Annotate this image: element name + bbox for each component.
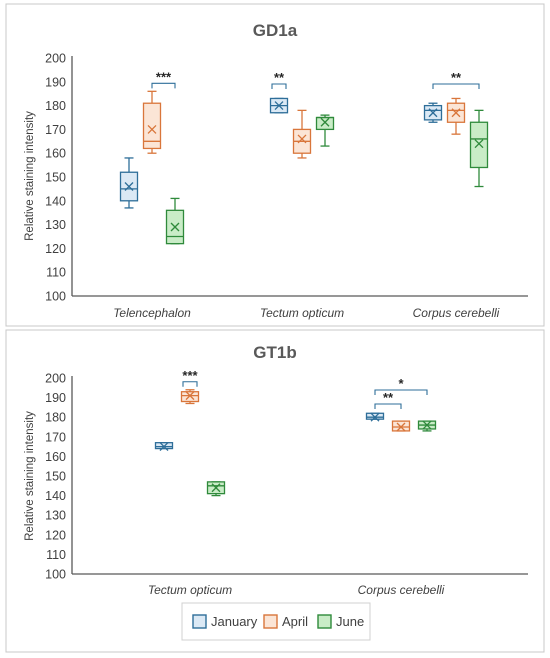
box-gd1a-tectum-opticum-june bbox=[315, 114, 335, 147]
mean-marker-b bbox=[159, 442, 169, 452]
iqr-box bbox=[365, 412, 385, 420]
mean-marker-b bbox=[422, 420, 432, 430]
box-gt1b-tectum-opticum-april bbox=[180, 389, 200, 405]
y-tick-label-gt1b-200: 200 bbox=[45, 372, 66, 386]
y-axis-label-gd1a: Relative staining intensity bbox=[24, 111, 36, 241]
mean-marker-b bbox=[297, 134, 307, 144]
significance-bracket-gt1b-1 bbox=[374, 403, 402, 409]
y-tick-label-gt1b-140: 140 bbox=[45, 489, 66, 503]
y-tick-label-gt1b-100: 100 bbox=[45, 568, 66, 582]
mean-marker-b bbox=[185, 391, 195, 401]
panel-gt1b: GT1b Relative staining intensity 100 110 1… bbox=[5, 329, 545, 653]
y-tick-label-gd1a-150: 150 bbox=[45, 171, 66, 185]
iqr-box bbox=[391, 420, 411, 432]
category-label-gd1a-corpus-cerebelli: Corpus cerebelli bbox=[413, 306, 500, 320]
legend-swatch-january bbox=[192, 614, 207, 629]
significance-label-gd1a-0: *** bbox=[156, 69, 172, 84]
y-tick-label-gt1b-160: 160 bbox=[45, 450, 66, 464]
y-tick-label-gd1a-110: 110 bbox=[46, 266, 66, 280]
y-tick-label-gd1a-160: 160 bbox=[45, 147, 66, 161]
y-tick-label-gd1a-120: 120 bbox=[45, 242, 66, 256]
box-gt1b-corpus-cerebelli-january bbox=[365, 412, 385, 422]
y-tick-label-gt1b-170: 170 bbox=[45, 430, 66, 444]
box-gt1b-corpus-cerebelli-april bbox=[391, 420, 411, 432]
mean-marker-b bbox=[370, 412, 380, 422]
legend: January April June bbox=[181, 602, 371, 641]
y-tick-label-gd1a-130: 130 bbox=[45, 218, 66, 232]
mean-marker-b bbox=[211, 483, 221, 493]
mean-marker-b bbox=[320, 117, 330, 127]
box-gd1a-corpus-cerebelli-june bbox=[469, 109, 489, 188]
y-tick-label-gd1a-200: 200 bbox=[45, 52, 66, 66]
significance-bracket-gd1a-2 bbox=[432, 83, 480, 89]
legend-label-june: June bbox=[336, 614, 364, 629]
legend-item-june: June bbox=[317, 614, 364, 629]
iqr-box bbox=[142, 102, 162, 150]
panel-gd1a-border bbox=[5, 3, 545, 327]
box-gt1b-tectum-opticum-june bbox=[206, 481, 226, 497]
significance-label-gt1b-0: *** bbox=[182, 368, 198, 383]
y-tick-label-gd1a-100: 100 bbox=[45, 290, 66, 304]
y-tick-label-gt1b-110: 110 bbox=[46, 548, 66, 562]
y-tick-label-gd1a-140: 140 bbox=[45, 194, 66, 208]
box-gt1b-tectum-opticum-january bbox=[154, 442, 174, 452]
category-label-gt1b-corpus-cerebelli: Corpus cerebelli bbox=[358, 583, 445, 597]
significance-bracket-gd1a-1 bbox=[271, 83, 287, 89]
significance-label-gt1b-2: * bbox=[398, 376, 404, 391]
mean-marker-b bbox=[124, 182, 134, 191]
mean-marker-b bbox=[274, 101, 284, 111]
iqr-box bbox=[180, 391, 200, 403]
category-label-gd1a-tectum-opticum: Tectum opticum bbox=[260, 306, 344, 320]
legend-item-april: April bbox=[263, 614, 308, 629]
legend-label-january: January bbox=[211, 614, 258, 629]
y-tick-label-gt1b-190: 190 bbox=[45, 391, 66, 405]
mean-marker-b bbox=[428, 108, 438, 118]
iqr-box bbox=[469, 121, 489, 169]
box-gd1a-corpus-cerebelli-april bbox=[446, 97, 466, 135]
legend-label-april: April bbox=[282, 614, 308, 629]
significance-label-gd1a-2: ** bbox=[451, 70, 462, 85]
y-tick-label-gd1a-190: 190 bbox=[45, 75, 66, 89]
mean-marker-b bbox=[474, 139, 484, 149]
legend-swatch-april bbox=[263, 614, 278, 629]
significance-label-gt1b-1: ** bbox=[383, 390, 394, 405]
y-tick-label-gt1b-180: 180 bbox=[45, 411, 66, 425]
box-gd1a-telencephalon-june bbox=[165, 197, 185, 245]
legend-item-january: January bbox=[192, 614, 258, 629]
y-tick-label-gd1a-170: 170 bbox=[45, 123, 66, 137]
y-axis-label-gt1b: Relative staining intensity bbox=[24, 411, 36, 541]
chart-title-gd1a: GD1a bbox=[253, 21, 298, 40]
y-tick-label-gt1b-130: 130 bbox=[45, 509, 66, 523]
significance-label-gd1a-1: ** bbox=[274, 70, 285, 85]
panel-gd1a: GD1a Relative staining intensity 100 110 1… bbox=[5, 3, 545, 327]
mean-marker-b bbox=[451, 108, 461, 118]
box-gd1a-corpus-cerebelli-january bbox=[423, 102, 443, 123]
significance-bracket-gt1b-0 bbox=[182, 381, 198, 387]
legend-swatch-june bbox=[317, 614, 332, 629]
y-tick-label-gd1a-180: 180 bbox=[45, 99, 66, 113]
significance-bracket-gt1b-2 bbox=[374, 389, 428, 395]
box-gd1a-telencephalon-january bbox=[119, 157, 139, 209]
box-gd1a-tectum-opticum-january bbox=[269, 97, 289, 114]
box-gd1a-tectum-opticum-april bbox=[292, 109, 312, 159]
box-gd1a-telencephalon-april bbox=[142, 90, 162, 154]
panel-gt1b-border bbox=[5, 329, 545, 653]
y-tick-label-gt1b-150: 150 bbox=[45, 470, 66, 484]
chart-title-gt1b: GT1b bbox=[253, 343, 296, 362]
box-gt1b-corpus-cerebelli-june bbox=[417, 420, 437, 432]
mean-marker-b bbox=[170, 222, 180, 232]
category-label-gd1a-telencephalon: Telencephalon bbox=[113, 306, 191, 320]
category-label-gt1b-tectum-opticum: Tectum opticum bbox=[148, 583, 232, 597]
iqr-box bbox=[154, 442, 174, 450]
significance-bracket-gd1a-0 bbox=[151, 82, 176, 89]
mean-marker-b bbox=[147, 124, 157, 134]
y-tick-label-gt1b-120: 120 bbox=[45, 528, 66, 542]
iqr-box bbox=[315, 116, 335, 131]
mean-marker-b bbox=[396, 422, 406, 432]
